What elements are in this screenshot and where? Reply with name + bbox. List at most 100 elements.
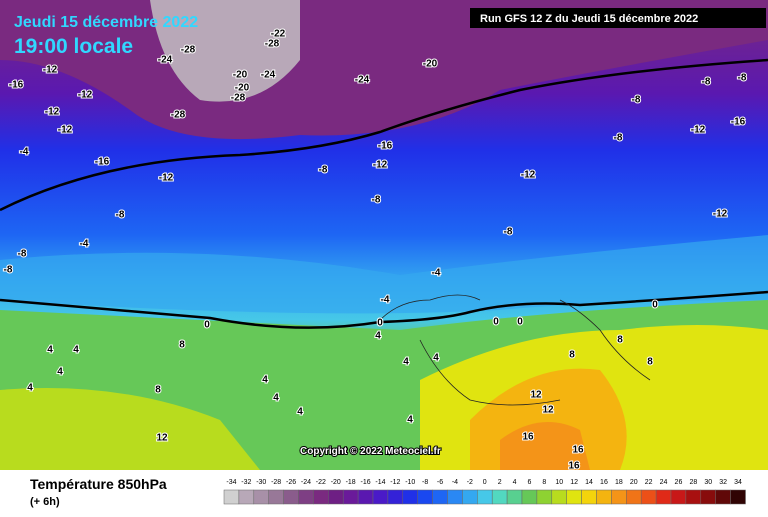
run-box bbox=[470, 8, 766, 28]
contour-label: -28 bbox=[181, 45, 196, 56]
scale-label: 2 bbox=[498, 479, 502, 486]
scale-label: 18 bbox=[615, 479, 623, 486]
scale-swatch bbox=[730, 489, 746, 505]
contour-label: 8 bbox=[647, 357, 653, 368]
contour-label: -12 bbox=[691, 125, 706, 136]
scale-swatch bbox=[432, 489, 448, 505]
contour-label: -8 bbox=[372, 195, 381, 206]
legend-title: Température 850hPa bbox=[30, 476, 167, 492]
contour-label: -8 bbox=[116, 210, 125, 221]
contour-label: -22 bbox=[271, 29, 286, 40]
scale-swatch bbox=[670, 489, 687, 505]
scale-swatch bbox=[253, 489, 269, 505]
scale-swatch bbox=[283, 489, 299, 505]
contour-label: 8 bbox=[179, 340, 185, 351]
map-background bbox=[0, 0, 768, 470]
legend-subtitle: (+ 6h) bbox=[30, 496, 60, 508]
scale-label: 30 bbox=[704, 479, 712, 486]
contour-label: 4 bbox=[273, 393, 279, 404]
scale-swatch bbox=[581, 489, 597, 505]
contour-label: 4 bbox=[433, 353, 439, 364]
contour-label: -12 bbox=[78, 90, 93, 101]
contour-label: -12 bbox=[58, 125, 73, 136]
contour-label: 4 bbox=[375, 331, 381, 342]
contour-label: -4 bbox=[20, 147, 29, 158]
scale-swatch bbox=[447, 489, 463, 505]
contour-label: -28 bbox=[265, 39, 280, 50]
contour-label: 4 bbox=[262, 375, 268, 386]
scale-label: -24 bbox=[301, 479, 311, 486]
contour-label: -12 bbox=[159, 173, 174, 184]
scale-label: -16 bbox=[360, 479, 370, 486]
scale-label: -14 bbox=[375, 479, 385, 486]
contour-label: -24 bbox=[355, 75, 370, 86]
scale-label: 4 bbox=[513, 479, 517, 486]
contour-label: 16 bbox=[522, 432, 534, 443]
copyright: Copyright © 2022 Meteociel.fr bbox=[300, 446, 441, 457]
contour-label: -8 bbox=[738, 73, 747, 84]
contour-label: 4 bbox=[47, 345, 53, 356]
contour-label: 8 bbox=[569, 350, 575, 361]
scale-swatch bbox=[268, 489, 284, 505]
scale-swatch bbox=[715, 489, 731, 505]
contour-label: 0 bbox=[377, 318, 383, 329]
scale-swatch bbox=[506, 489, 523, 505]
contour-label: -24 bbox=[261, 70, 276, 81]
scale-swatch bbox=[402, 489, 418, 505]
contour-label: 4 bbox=[297, 407, 303, 418]
contour-label: 0 bbox=[204, 320, 210, 331]
scale-label: -26 bbox=[286, 479, 296, 486]
scale-label: 16 bbox=[600, 479, 608, 486]
contour-label: -12 bbox=[45, 107, 60, 118]
scale-label: 32 bbox=[719, 479, 727, 486]
contour-label: 0 bbox=[493, 317, 499, 328]
scale-swatch bbox=[477, 489, 493, 505]
scale-label: -8 bbox=[422, 479, 428, 486]
contour-label: -24 bbox=[158, 55, 173, 66]
scale-label: 10 bbox=[555, 479, 563, 486]
contour-label: -4 bbox=[432, 268, 441, 279]
scale-swatch bbox=[655, 489, 672, 505]
scale-label: 22 bbox=[645, 479, 653, 486]
scale-swatch bbox=[223, 489, 240, 505]
contour-label: -12 bbox=[713, 209, 728, 220]
scale-swatch bbox=[596, 489, 612, 505]
scale-label: -10 bbox=[405, 479, 415, 486]
scale-label: 26 bbox=[675, 479, 683, 486]
contour-label: -12 bbox=[521, 170, 536, 181]
date: Jeudi 15 décembre 2022 bbox=[14, 14, 198, 31]
scale-swatch bbox=[536, 489, 553, 505]
scale-swatch bbox=[491, 489, 508, 505]
contour-label: 4 bbox=[73, 345, 79, 356]
scale-swatch bbox=[640, 489, 657, 505]
contour-label: -20 bbox=[423, 59, 438, 70]
scale-swatch bbox=[298, 489, 314, 505]
scale-label: -28 bbox=[271, 479, 281, 486]
contour-label: -12 bbox=[43, 65, 58, 76]
scale-label: -30 bbox=[256, 479, 266, 486]
scale-label: 8 bbox=[542, 479, 546, 486]
contour-label: 12 bbox=[542, 405, 554, 416]
contour-label: -4 bbox=[80, 239, 89, 250]
contour-label: -4 bbox=[381, 295, 390, 306]
contour-label: -20 bbox=[233, 70, 248, 81]
scale-swatch bbox=[685, 489, 702, 505]
contour-label: -8 bbox=[632, 95, 641, 106]
contour-label: -8 bbox=[319, 165, 328, 176]
time: 19:00 locale bbox=[14, 35, 133, 58]
scale-label: 0 bbox=[483, 479, 487, 486]
contour-label: -12 bbox=[373, 160, 388, 171]
scale-label: -20 bbox=[331, 479, 341, 486]
contour-label: -8 bbox=[614, 133, 623, 144]
contour-label: 4 bbox=[407, 415, 413, 426]
contour-label: -16 bbox=[378, 141, 393, 152]
scale-swatch bbox=[462, 489, 478, 505]
contour-label: 16 bbox=[568, 461, 580, 472]
scale-swatch bbox=[551, 489, 567, 505]
contour-label: -20 bbox=[235, 83, 250, 94]
contour-label: -16 bbox=[9, 80, 24, 91]
scale-swatch bbox=[328, 489, 344, 505]
contour-label: 0 bbox=[517, 317, 523, 328]
